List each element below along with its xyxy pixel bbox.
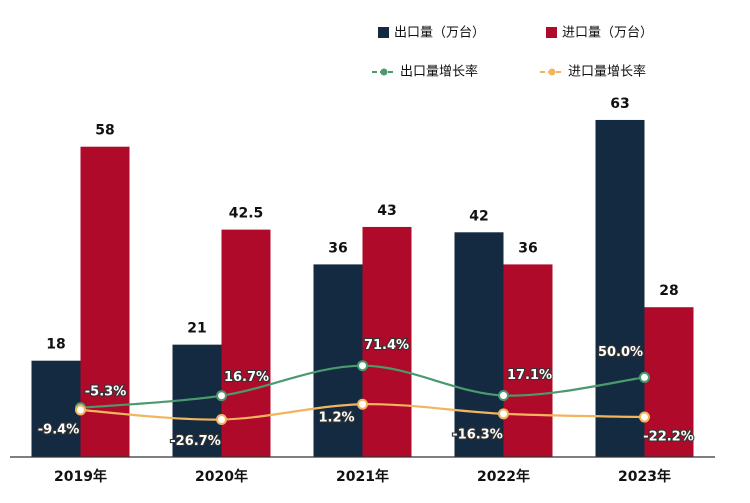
bar-value-label: 18 (46, 337, 65, 353)
line-value-label: -5.3% (85, 384, 126, 399)
line-value-label: 71.4% (364, 338, 409, 353)
x-tick-label: 2019年 (54, 468, 107, 485)
bar-value-label: 28 (659, 283, 678, 299)
line-point (357, 398, 368, 410)
line-point (75, 404, 86, 416)
x-tick-label: 2021年 (336, 468, 389, 485)
bar-value-label: 36 (518, 240, 537, 256)
line-value-label: 17.1% (507, 368, 552, 383)
bar (454, 232, 504, 457)
legend-label: 进口量（万台） (562, 26, 653, 41)
line-point (357, 360, 368, 372)
x-tick-label: 2022年 (477, 468, 530, 485)
bar-value-label: 63 (610, 96, 629, 112)
x-tick-label: 2020年 (195, 468, 248, 485)
line-value-label: -26.7% (170, 434, 221, 449)
x-tick-label: 2023年 (618, 468, 671, 485)
line-value-label: -22.2% (643, 430, 694, 445)
bar-value-label: 42 (469, 208, 488, 224)
bar (362, 226, 412, 457)
bar (595, 119, 645, 457)
bar (31, 360, 81, 457)
legend-dot (548, 68, 556, 76)
bar-value-label: 58 (95, 123, 114, 139)
legend-swatch (378, 27, 389, 38)
bar (644, 307, 694, 457)
bar-value-label: 36 (328, 240, 347, 256)
legend-dot (380, 68, 388, 76)
bar (221, 229, 271, 457)
line-point (216, 390, 227, 402)
legend-label: 出口量（万台） (394, 26, 485, 41)
line-value-label: -9.4% (38, 423, 79, 438)
line-point (498, 408, 509, 420)
line-value-label: 16.7% (224, 370, 269, 385)
bar-value-label: 43 (377, 203, 396, 219)
legend-label: 进口量增长率 (568, 64, 646, 80)
line-point (639, 411, 650, 423)
bar-value-label: 42.5 (229, 206, 264, 222)
line-value-label: -16.3% (452, 427, 503, 442)
bar (503, 264, 553, 457)
bar (313, 264, 363, 457)
bar-value-label: 21 (187, 321, 206, 337)
line-point (216, 414, 227, 426)
line-value-label: 1.2% (318, 411, 354, 426)
legend-swatch (546, 27, 557, 38)
line-value-label: 50.0% (598, 345, 643, 360)
legend-label: 出口量增长率 (400, 64, 478, 80)
line-point (639, 371, 650, 383)
line-point (498, 389, 509, 401)
